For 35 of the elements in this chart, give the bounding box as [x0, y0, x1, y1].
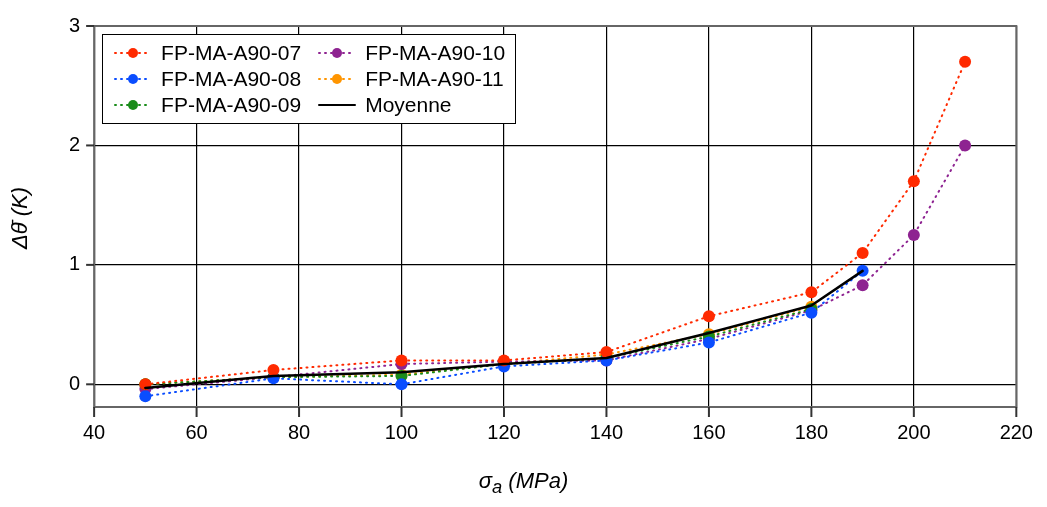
legend-label: FP-MA-A90-11: [365, 67, 504, 91]
point: [856, 246, 869, 259]
y-tick-label: 1: [69, 252, 81, 275]
point: [395, 354, 408, 367]
x-tick-label: 200: [897, 420, 931, 443]
point: [856, 279, 869, 292]
x-tick-label: 40: [83, 420, 106, 443]
legend-label: FP-MA-A90-07: [161, 41, 302, 65]
point: [267, 363, 280, 376]
point: [702, 336, 715, 349]
point: [395, 378, 408, 391]
point: [959, 55, 972, 68]
point: [907, 175, 920, 188]
legend-label: FP-MA-A90-08: [161, 67, 302, 91]
point: [907, 229, 920, 242]
x-tick-label: 160: [692, 420, 726, 443]
x-tick-label: 220: [999, 420, 1033, 443]
legend-label: Moyenne: [365, 93, 452, 117]
x-tick-label: 80: [287, 420, 311, 443]
x-tick-label: 100: [384, 420, 419, 443]
y-axis-title: Δθ̄ (K): [7, 185, 33, 252]
point: [805, 286, 818, 299]
point: [702, 310, 715, 323]
x-tick-label: 120: [487, 420, 521, 443]
x-tick-label: 60: [185, 420, 208, 443]
legend-label: FP-MA-A90-09: [161, 93, 302, 117]
x-axis-title: σ$_{a}$ (MPa): [477, 468, 570, 499]
y-tick-label: 2: [69, 132, 81, 155]
y-tick-label: 3: [69, 13, 81, 36]
x-tick-label: 180: [794, 420, 829, 443]
point: [139, 390, 152, 403]
x-tick-label: 140: [589, 420, 624, 443]
legend-label: FP-MA-A90-10: [365, 41, 506, 65]
point: [959, 139, 972, 152]
y-tick-label: 0: [69, 371, 81, 394]
